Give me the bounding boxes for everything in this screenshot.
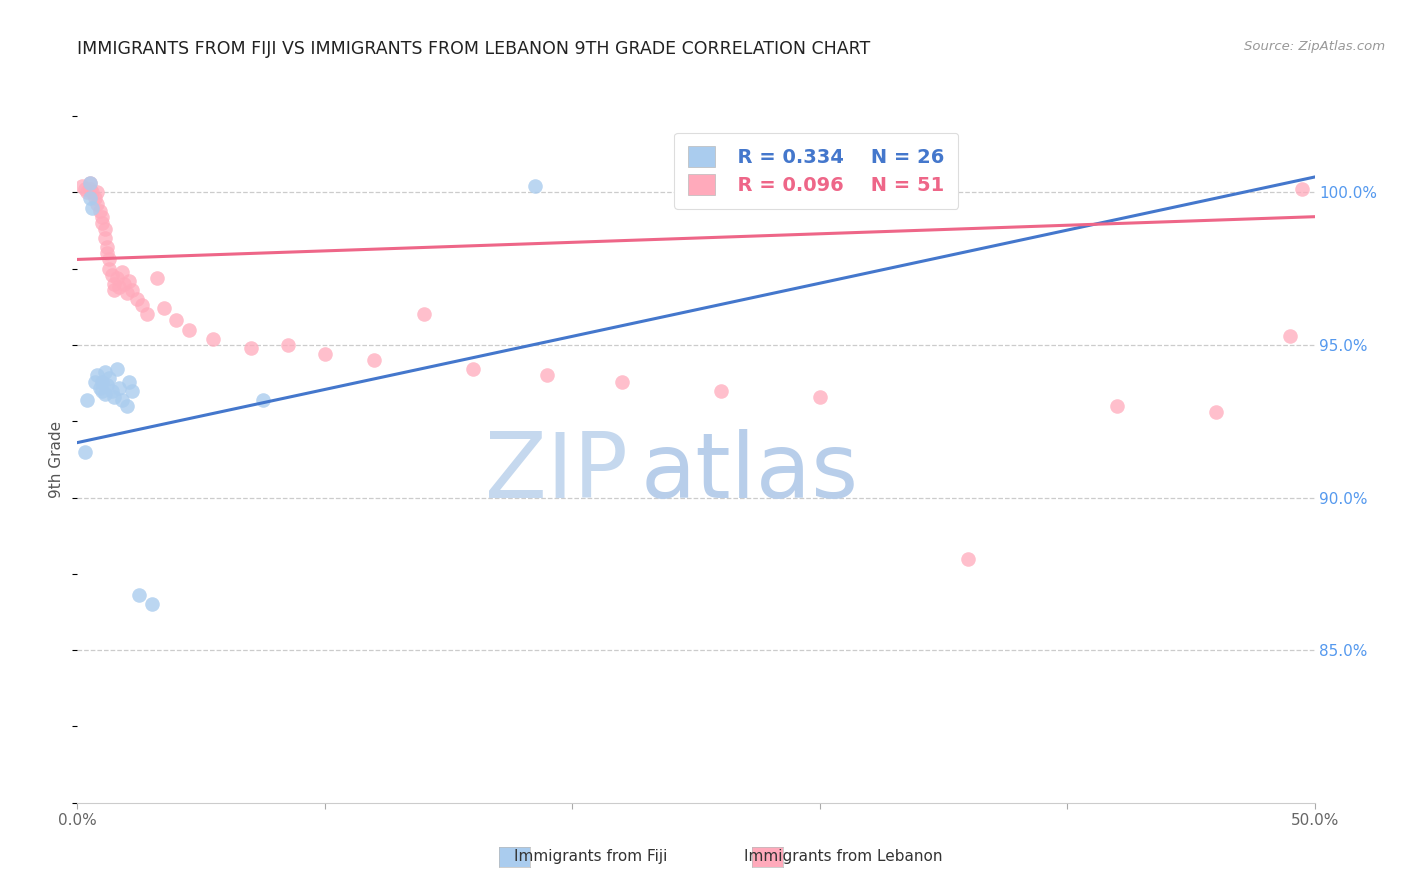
Point <box>239 341 262 355</box>
Point <box>93 386 115 401</box>
Point <box>135 307 157 321</box>
Point <box>1105 399 1128 413</box>
Point <box>125 292 148 306</box>
Point <box>96 246 118 260</box>
Point <box>153 301 176 316</box>
Point <box>165 313 187 327</box>
Point <box>105 270 128 285</box>
Point <box>79 191 101 205</box>
Point <box>710 384 733 398</box>
Point <box>252 392 274 407</box>
Point <box>98 252 121 267</box>
Point <box>610 375 633 389</box>
Text: Immigrants from Fiji: Immigrants from Fiji <box>513 849 668 863</box>
Point <box>79 176 101 190</box>
Point <box>412 307 434 321</box>
Point <box>73 444 96 458</box>
Text: IMMIGRANTS FROM FIJI VS IMMIGRANTS FROM LEBANON 9TH GRADE CORRELATION CHART: IMMIGRANTS FROM FIJI VS IMMIGRANTS FROM … <box>77 40 870 58</box>
Point <box>463 362 485 376</box>
Point <box>536 368 558 383</box>
Point <box>83 191 105 205</box>
Point <box>72 179 94 194</box>
Point <box>91 216 114 230</box>
Point <box>98 371 121 385</box>
Point <box>112 277 135 291</box>
Point <box>82 186 104 200</box>
Y-axis label: 9th Grade: 9th Grade <box>49 421 65 498</box>
Point <box>141 598 163 612</box>
Point <box>1278 328 1301 343</box>
Point <box>73 182 96 196</box>
Point <box>93 365 115 379</box>
Point <box>101 268 124 282</box>
Point <box>91 384 114 398</box>
Point <box>96 377 118 392</box>
Point <box>96 240 118 254</box>
Point <box>86 368 108 383</box>
Point <box>82 201 104 215</box>
Point <box>128 588 150 602</box>
Point <box>118 274 141 288</box>
Point <box>1205 405 1227 419</box>
Point <box>103 277 125 291</box>
Legend:   R = 0.334    N = 26,   R = 0.096    N = 51: R = 0.334 N = 26, R = 0.096 N = 51 <box>673 133 959 209</box>
Point <box>76 186 98 200</box>
Point <box>76 392 98 407</box>
Point <box>115 399 138 413</box>
Point <box>93 222 115 236</box>
Point <box>131 298 153 312</box>
Point <box>93 231 115 245</box>
Point <box>363 353 385 368</box>
Point <box>98 261 121 276</box>
Point <box>103 390 125 404</box>
Point <box>118 375 141 389</box>
Point <box>277 338 299 352</box>
Point <box>314 347 336 361</box>
Point <box>91 375 114 389</box>
Point <box>1291 182 1313 196</box>
Point <box>177 323 200 337</box>
Point <box>89 203 111 218</box>
Point <box>89 381 111 395</box>
Point <box>105 362 128 376</box>
Text: Source: ZipAtlas.com: Source: ZipAtlas.com <box>1244 40 1385 54</box>
Point <box>79 182 101 196</box>
Point <box>957 551 980 566</box>
Point <box>103 283 125 297</box>
Point <box>108 280 131 294</box>
Point <box>79 176 101 190</box>
Point <box>121 384 143 398</box>
Point <box>524 179 547 194</box>
Point <box>202 332 225 346</box>
Point <box>83 375 105 389</box>
Point <box>86 197 108 211</box>
Text: atlas: atlas <box>640 429 859 517</box>
Point <box>91 210 114 224</box>
Point <box>111 392 134 407</box>
Text: ZIP: ZIP <box>485 429 628 517</box>
Text: Immigrants from Lebanon: Immigrants from Lebanon <box>744 849 943 863</box>
Point <box>121 283 143 297</box>
Point <box>111 265 134 279</box>
Point <box>108 381 131 395</box>
Point <box>86 186 108 200</box>
Point <box>115 285 138 300</box>
Point <box>101 384 124 398</box>
Point <box>808 390 831 404</box>
Point <box>145 270 167 285</box>
